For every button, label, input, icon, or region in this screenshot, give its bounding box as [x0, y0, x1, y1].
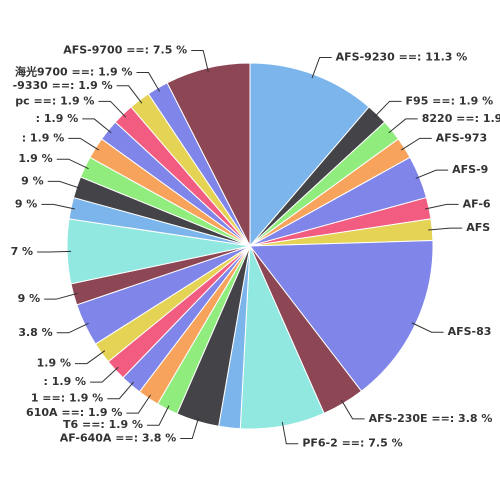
leader-line [107, 381, 134, 400]
slice-label: 8220 ==: 1.9 [422, 112, 500, 125]
slice-label: AFS-9700 ==: 7.5 % [63, 44, 187, 57]
leader-line [425, 203, 459, 210]
leader-line [281, 421, 299, 445]
leader-line [388, 118, 418, 134]
leader-line [44, 292, 78, 300]
slice-label: 海光9700 ==: 1.9 % [15, 65, 132, 79]
slice-label: 9 % [15, 197, 38, 210]
leader-line [68, 137, 100, 151]
slice-label: AF-640A ==: 3.8 % [60, 432, 177, 445]
slice-label: F95 ==: 1.9 % [406, 94, 494, 107]
slice-label: AFS-83 [448, 325, 492, 338]
slice-label: PF6-2 ==: 7.5 % [302, 437, 402, 450]
leader-line [56, 158, 89, 170]
slice-label: AFS-230E ==: 3.8 % [369, 412, 493, 425]
slice-label: : 1.9 % [22, 131, 65, 144]
slice-label: 1.9 % [37, 357, 71, 370]
leader-line [428, 227, 463, 231]
leader-line [90, 366, 119, 383]
leader-line [82, 118, 112, 134]
slice-label: 7 % [11, 245, 34, 258]
slice-label: T6 ==: 1.9 % [63, 418, 143, 431]
leader-line [136, 72, 161, 92]
leader-line [147, 405, 170, 426]
leader-line [126, 394, 151, 414]
slice-label: 3.8 % [18, 326, 52, 339]
slice-label: 9 % [21, 174, 44, 187]
leader-line [47, 180, 81, 189]
slice-label: 1.9 % [18, 152, 52, 165]
leader-line [180, 417, 200, 440]
leader-line [411, 322, 444, 333]
leader-line [191, 50, 209, 73]
slice-label: -9330 ==: 1.9 % [13, 79, 113, 92]
slice-label: AFS [466, 221, 490, 234]
leader-line [56, 322, 89, 334]
slice-label: AFS-9230 ==: 11.3 % [336, 50, 468, 63]
leader-line [373, 100, 402, 118]
leader-line [116, 85, 143, 104]
leader-line [41, 203, 75, 210]
slice-label: pc ==: 1.9 % [15, 94, 94, 107]
slice-label: 9 % [18, 292, 41, 305]
leader-line [340, 399, 365, 420]
leader-line [98, 100, 127, 118]
leader-line [415, 169, 449, 179]
leader-line [311, 56, 332, 79]
slice-label: : 1.9 % [36, 112, 79, 125]
leader-line [400, 137, 432, 151]
slice-label: 610A ==: 1.9 % [26, 406, 122, 419]
slice-label: AFS-973 [436, 131, 487, 144]
leader-line [74, 350, 106, 365]
slice-label: 1 ==: 1.9 % [31, 392, 103, 405]
leader-line [37, 250, 72, 253]
slice-label: AF-6 [463, 197, 491, 210]
slice-label: AFS-9 [452, 163, 488, 176]
slice-label: : 1.9 % [44, 375, 87, 388]
